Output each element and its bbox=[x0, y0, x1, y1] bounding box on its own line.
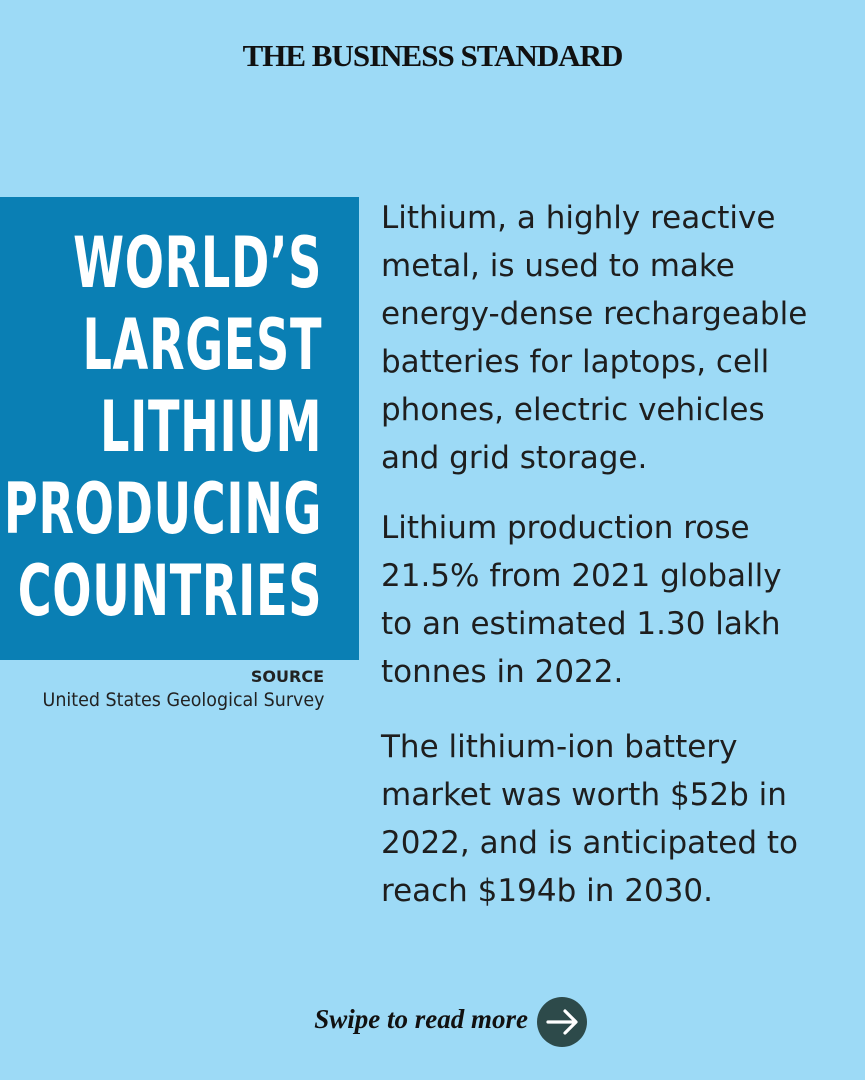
paragraph-line: phones, electric vehicles bbox=[381, 392, 765, 428]
title-line: LITHIUM bbox=[99, 386, 322, 468]
paragraph-line: and grid storage. bbox=[381, 440, 648, 476]
paragraph-line: The lithium-ion battery bbox=[381, 729, 738, 765]
title: WORLD’S LARGEST LITHIUM PRODUCING COUNTRIES bbox=[0, 222, 322, 632]
paragraph-line: reach $194b in 2030. bbox=[381, 873, 713, 909]
paragraph-line: to an estimated 1.30 lakh bbox=[381, 606, 781, 642]
next-button[interactable] bbox=[536, 996, 588, 1048]
arrow-icon bbox=[546, 1009, 578, 1035]
paragraph-line: tonnes in 2022. bbox=[381, 654, 624, 690]
paragraph-line: batteries for laptops, cell bbox=[381, 344, 770, 380]
title-line: PRODUCING bbox=[3, 468, 322, 550]
paragraph: The lithium-ion battery market was worth … bbox=[381, 723, 798, 915]
paragraph: Lithium production rose 21.5% from 2021 g… bbox=[381, 504, 782, 696]
title-box bbox=[0, 197, 359, 660]
paragraph-line: energy-dense rechargeable bbox=[381, 296, 808, 332]
title-line: COUNTRIES bbox=[17, 550, 322, 632]
paragraph-line: metal, is used to make bbox=[381, 248, 735, 284]
title-line: WORLD’S bbox=[72, 222, 322, 304]
paragraph-line: market was worth $52b in bbox=[381, 777, 787, 813]
source-label: SOURCE bbox=[250, 667, 324, 686]
swipe-text[interactable]: Swipe to read more bbox=[314, 1004, 528, 1034]
brand: THE BUSINESS STANDARD bbox=[242, 38, 624, 73]
paragraph-line: Lithium production rose bbox=[381, 510, 750, 546]
title-line: LARGEST bbox=[82, 304, 322, 386]
paragraph-line: 21.5% from 2021 globally bbox=[381, 558, 782, 594]
paragraph-line: Lithium, a highly reactive bbox=[381, 200, 776, 236]
paragraph: Lithium, a highly reactive metal, is used… bbox=[381, 194, 807, 482]
paragraph-line: 2022, and is anticipated to bbox=[381, 825, 799, 861]
source-text: United States Geological Survey bbox=[42, 689, 324, 711]
